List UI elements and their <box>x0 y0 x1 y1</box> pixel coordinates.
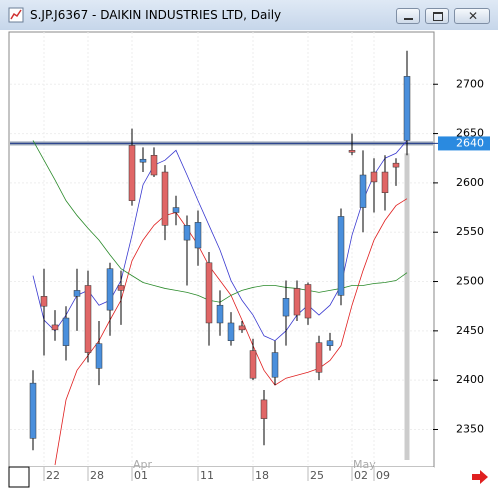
candle-body <box>381 171 389 194</box>
candle-body <box>172 207 180 213</box>
candle-body <box>29 382 37 439</box>
chart: 2350 2400 2450 2500 2550 2600 2650 2700 22 28 01Ap… <box>0 30 498 493</box>
candle-body <box>216 304 224 324</box>
candle-body <box>392 162 400 168</box>
y-tick-label: 2350 <box>456 422 484 435</box>
candle-body <box>359 174 367 208</box>
y-tick-label: 2400 <box>456 373 484 386</box>
x-tick-label: 09 <box>376 469 390 482</box>
maximize-button[interactable] <box>425 8 449 24</box>
title-bar: S.JP.J6367 - DAIKIN INDUSTRIES LTD, Dail… <box>0 0 498 31</box>
candle-body <box>40 296 48 307</box>
candle-body <box>227 322 235 341</box>
candle-body <box>161 171 169 226</box>
candle-body <box>73 290 81 297</box>
y-tick-label: 2600 <box>456 176 484 189</box>
x-tick-label: 25 <box>310 469 324 482</box>
last-price-box <box>438 136 490 151</box>
month-label: May <box>353 458 376 471</box>
candle-body <box>238 325 246 331</box>
candle-body <box>150 155 158 176</box>
scroll-arrow[interactable] <box>472 470 488 484</box>
y-tick-label: 2500 <box>456 275 484 288</box>
candle-body <box>293 288 301 316</box>
y-tick-label: 2700 <box>456 77 484 90</box>
x-tick-label: 18 <box>255 469 269 482</box>
candle-body <box>62 317 70 346</box>
candle-body <box>117 285 125 291</box>
x-axis-area <box>9 467 434 493</box>
candle-body <box>194 222 202 249</box>
candle-body <box>128 145 136 201</box>
month-label: Apr <box>133 458 153 471</box>
candle-body <box>326 340 334 346</box>
close-button[interactable]: ✕ <box>454 8 490 24</box>
candle-body <box>51 324 59 331</box>
candle-body <box>95 343 103 369</box>
candle-body <box>260 399 268 419</box>
scroll-box[interactable] <box>8 466 30 488</box>
window-icon <box>8 7 24 23</box>
x-tick-label: 11 <box>200 469 214 482</box>
candle-body <box>370 171 378 183</box>
x-tick-label: 22 <box>46 469 60 482</box>
x-tick-label: 01 <box>134 469 148 482</box>
candle-body <box>84 285 92 353</box>
minimize-button[interactable] <box>396 8 420 24</box>
candle-body <box>183 225 191 241</box>
candle-body <box>139 158 147 163</box>
candle-body <box>282 298 290 317</box>
moving-average-line <box>32 140 408 342</box>
window-title: S.JP.J6367 - DAIKIN INDUSTRIES LTD, Dail… <box>30 8 282 22</box>
plot-area <box>8 31 435 468</box>
candle-body <box>304 284 312 319</box>
last-price-label: 2640 <box>456 136 484 149</box>
y-tick-label: 2650 <box>456 127 484 140</box>
candle-body <box>271 352 279 378</box>
candle-body <box>315 342 323 373</box>
candle-body <box>337 216 345 296</box>
y-tick-label: 2450 <box>456 324 484 337</box>
candle-body <box>249 350 257 379</box>
candle-body <box>403 76 411 141</box>
candle-body <box>205 262 213 324</box>
candle-body <box>106 268 114 311</box>
x-tick-label: 28 <box>90 469 104 482</box>
candle-body <box>348 150 356 153</box>
x-tick-label: 02 <box>354 469 368 482</box>
y-tick-label: 2550 <box>456 225 484 238</box>
